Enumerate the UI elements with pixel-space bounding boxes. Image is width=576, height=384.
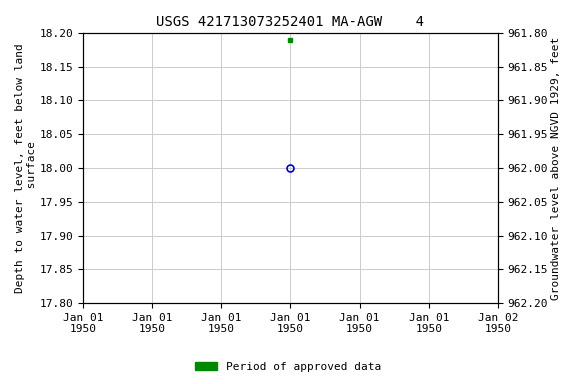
Legend: Period of approved data: Period of approved data — [191, 358, 385, 377]
Title: USGS 421713073252401 MA-AGW    4: USGS 421713073252401 MA-AGW 4 — [157, 15, 425, 29]
Y-axis label: Groundwater level above NGVD 1929, feet: Groundwater level above NGVD 1929, feet — [551, 36, 561, 300]
Y-axis label: Depth to water level, feet below land
 surface: Depth to water level, feet below land su… — [15, 43, 37, 293]
